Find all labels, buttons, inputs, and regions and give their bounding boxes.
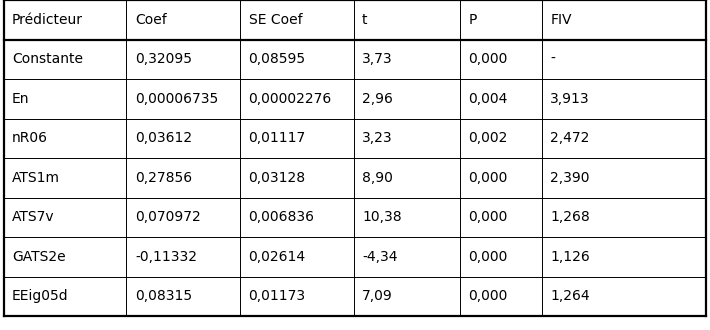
Text: 3,913: 3,913: [550, 92, 590, 106]
Text: ATS7v: ATS7v: [12, 210, 55, 224]
Text: -: -: [550, 52, 555, 66]
Text: 0,070972: 0,070972: [135, 210, 201, 224]
Text: -0,11332: -0,11332: [135, 250, 197, 264]
Text: 0,000: 0,000: [469, 250, 508, 264]
Text: 0,02614: 0,02614: [248, 250, 305, 264]
Text: EEig05d: EEig05d: [12, 289, 69, 303]
Text: nR06: nR06: [12, 131, 48, 145]
Text: GATS2e: GATS2e: [12, 250, 66, 264]
Text: P: P: [469, 13, 477, 27]
Text: 0,000: 0,000: [469, 210, 508, 224]
Text: En: En: [12, 92, 30, 106]
Text: Constante: Constante: [12, 52, 83, 66]
Text: ATS1m: ATS1m: [12, 171, 60, 185]
Text: 0,08315: 0,08315: [135, 289, 192, 303]
Text: 0,01117: 0,01117: [248, 131, 306, 145]
Text: 2,96: 2,96: [362, 92, 393, 106]
Text: 0,03128: 0,03128: [248, 171, 305, 185]
Text: t: t: [362, 13, 368, 27]
Text: 7,09: 7,09: [362, 289, 393, 303]
Text: FIV: FIV: [550, 13, 572, 27]
Text: 1,268: 1,268: [550, 210, 590, 224]
Text: 0,004: 0,004: [469, 92, 508, 106]
Text: 0,03612: 0,03612: [135, 131, 192, 145]
Text: 2,472: 2,472: [550, 131, 589, 145]
Text: 8,90: 8,90: [362, 171, 393, 185]
Text: 0,27856: 0,27856: [135, 171, 192, 185]
Text: 0,08595: 0,08595: [248, 52, 305, 66]
Text: 0,000: 0,000: [469, 171, 508, 185]
Text: 1,264: 1,264: [550, 289, 590, 303]
Text: 0,00002276: 0,00002276: [248, 92, 332, 106]
Text: 0,32095: 0,32095: [135, 52, 192, 66]
Text: 0,000: 0,000: [469, 289, 508, 303]
Text: -4,34: -4,34: [362, 250, 398, 264]
Text: Coef: Coef: [135, 13, 167, 27]
Text: 1,126: 1,126: [550, 250, 590, 264]
Text: 0,00006735: 0,00006735: [135, 92, 218, 106]
Text: 10,38: 10,38: [362, 210, 402, 224]
Text: 0,01173: 0,01173: [248, 289, 305, 303]
Text: 0,002: 0,002: [469, 131, 508, 145]
Text: Prédicteur: Prédicteur: [12, 13, 83, 27]
Text: 0,006836: 0,006836: [248, 210, 315, 224]
Text: 3,73: 3,73: [362, 52, 393, 66]
Text: 0,000: 0,000: [469, 52, 508, 66]
Text: SE Coef: SE Coef: [248, 13, 302, 27]
Text: 3,23: 3,23: [362, 131, 393, 145]
Text: 2,390: 2,390: [550, 171, 590, 185]
